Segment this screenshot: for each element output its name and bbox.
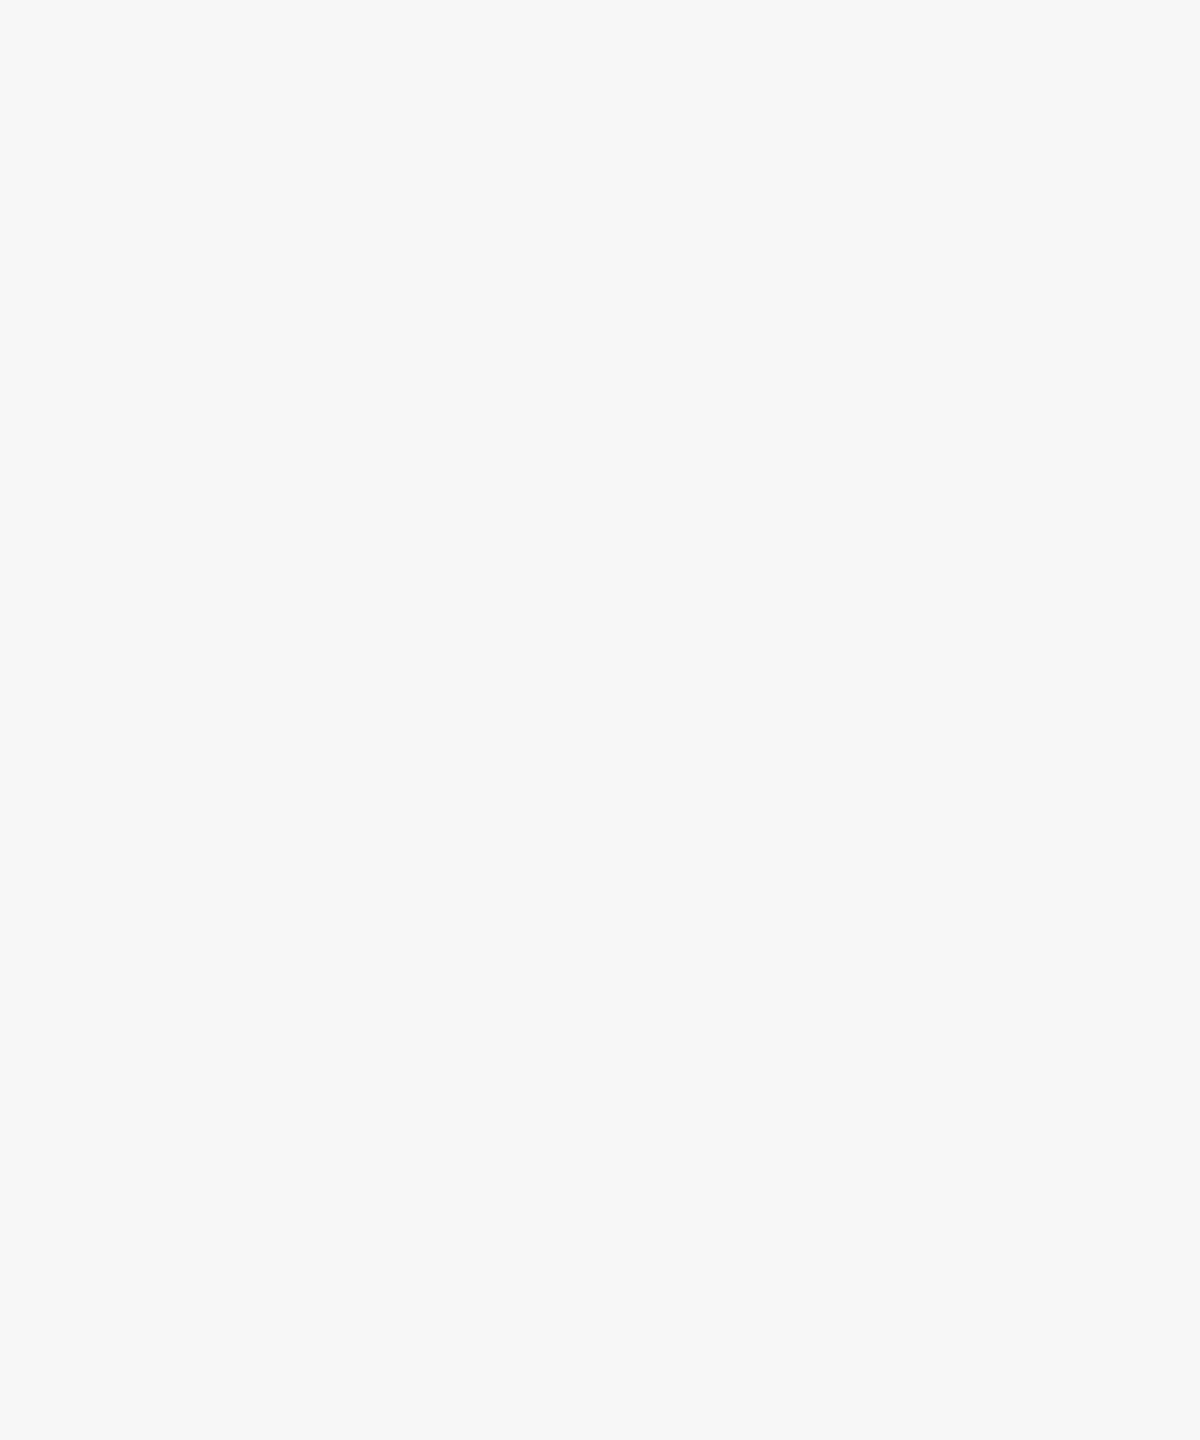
soaring-chip-ok xyxy=(897,450,959,465)
stability-annotation-thu xyxy=(681,287,695,436)
shear-chip-5-bar xyxy=(603,1400,659,1404)
stability-annotation-wed xyxy=(328,287,342,436)
shear-chip-1-bar xyxy=(303,1400,359,1404)
shear-chip-5 xyxy=(603,1399,667,1404)
shear-chip-3-bar xyxy=(453,1400,509,1404)
soaring-chip-excellent xyxy=(1033,450,1113,465)
shear-chip-2 xyxy=(378,1399,442,1404)
soaring-chip-poor xyxy=(828,450,894,465)
soaring-chip-good xyxy=(962,450,1030,465)
shear-chip-4 xyxy=(528,1399,592,1404)
shear-chip-3 xyxy=(453,1399,517,1404)
shear-chip-4-bar xyxy=(528,1400,584,1404)
shear-chip-2-bar xyxy=(378,1400,434,1404)
shear-chip-1 xyxy=(303,1399,367,1404)
